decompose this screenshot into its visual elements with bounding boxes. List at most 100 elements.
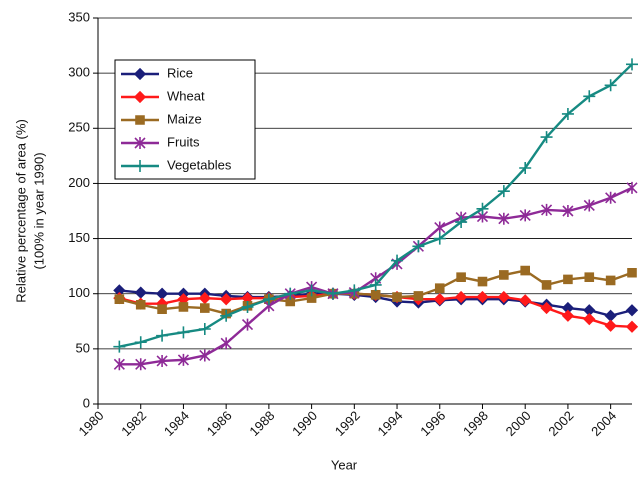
y-tick-label: 200 xyxy=(68,175,90,190)
marker xyxy=(583,199,595,212)
marker xyxy=(497,185,510,198)
marker xyxy=(477,276,488,287)
marker xyxy=(135,299,146,310)
marker xyxy=(369,278,382,291)
marker xyxy=(626,181,638,194)
marker xyxy=(113,358,125,371)
marker xyxy=(520,265,530,276)
marker xyxy=(133,90,147,104)
marker xyxy=(454,290,468,304)
marker xyxy=(134,137,146,149)
marker xyxy=(541,280,552,290)
legend-label: Fruits xyxy=(167,134,200,149)
legend-label: Maize xyxy=(167,111,202,126)
y-tick-label: 350 xyxy=(68,9,90,24)
marker xyxy=(499,270,509,280)
marker xyxy=(241,318,254,331)
marker xyxy=(433,232,446,245)
marker xyxy=(519,161,532,174)
marker xyxy=(305,284,318,297)
marker xyxy=(156,329,169,342)
marker xyxy=(519,209,531,222)
marker xyxy=(113,340,126,353)
x-tick-label: 1984 xyxy=(161,408,192,439)
marker xyxy=(498,212,510,225)
marker xyxy=(433,293,446,306)
marker xyxy=(391,254,404,267)
marker xyxy=(519,294,532,307)
marker xyxy=(605,275,616,286)
marker xyxy=(627,267,637,278)
marker xyxy=(114,294,125,305)
marker xyxy=(178,302,189,312)
marker xyxy=(625,304,638,317)
x-tick-label: 1980 xyxy=(75,408,106,439)
marker xyxy=(306,293,317,303)
marker xyxy=(625,320,638,333)
marker xyxy=(434,283,445,293)
marker xyxy=(157,304,167,314)
x-tick-label: 1994 xyxy=(375,408,406,439)
marker xyxy=(605,191,617,204)
marker xyxy=(540,301,553,315)
marker xyxy=(326,287,339,300)
y-axis-label: (100% in year 1990) xyxy=(31,152,46,269)
marker xyxy=(413,291,424,301)
y-tick-label: 50 xyxy=(76,340,90,355)
y-tick-label: 100 xyxy=(68,285,90,300)
marker xyxy=(284,287,297,300)
marker xyxy=(583,90,596,103)
marker xyxy=(584,272,595,282)
marker xyxy=(220,309,233,322)
marker xyxy=(262,293,275,306)
marker xyxy=(412,240,425,253)
marker xyxy=(456,272,466,282)
marker xyxy=(285,296,296,307)
marker xyxy=(134,160,146,172)
marker xyxy=(626,58,638,71)
marker xyxy=(220,337,232,350)
marker xyxy=(434,221,446,234)
marker xyxy=(133,67,147,81)
x-tick-label: 2000 xyxy=(503,408,534,439)
y-axis-label: Relative percentage of area (%) xyxy=(13,119,28,303)
x-tick-label: 1992 xyxy=(332,408,363,439)
marker xyxy=(455,216,468,229)
marker xyxy=(562,205,574,217)
marker xyxy=(199,349,211,362)
marker xyxy=(604,79,617,92)
y-tick-label: 150 xyxy=(68,230,90,245)
marker xyxy=(604,309,617,322)
marker xyxy=(476,202,489,215)
marker xyxy=(540,203,553,216)
marker xyxy=(563,274,573,285)
marker xyxy=(604,319,617,332)
marker xyxy=(540,131,553,144)
marker xyxy=(134,286,147,299)
x-tick-label: 1986 xyxy=(204,408,235,439)
marker xyxy=(156,354,168,367)
marker xyxy=(561,107,574,120)
marker xyxy=(135,358,147,371)
marker xyxy=(241,300,254,313)
marker xyxy=(392,292,402,302)
legend-label: Rice xyxy=(167,65,193,80)
x-tick-label: 1998 xyxy=(460,408,491,439)
x-tick-label: 1996 xyxy=(417,408,448,439)
x-tick-label: 1988 xyxy=(246,408,277,439)
x-axis-label: Year xyxy=(331,457,358,472)
marker xyxy=(135,115,145,125)
marker xyxy=(348,284,361,297)
marker xyxy=(370,290,381,300)
marker xyxy=(177,353,190,366)
x-tick-label: 2004 xyxy=(588,408,619,439)
legend-label: Wheat xyxy=(167,88,205,103)
y-tick-label: 300 xyxy=(68,65,90,80)
marker xyxy=(134,336,147,349)
y-tick-label: 0 xyxy=(83,395,90,410)
x-tick-label: 1990 xyxy=(289,408,320,439)
marker xyxy=(583,312,596,326)
marker xyxy=(476,290,489,304)
marker xyxy=(200,303,210,313)
